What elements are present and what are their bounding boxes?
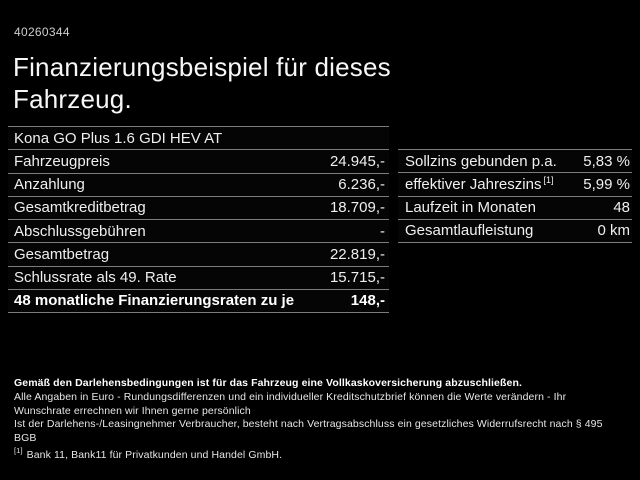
row-label: effektiver Jahreszins [1] <box>405 174 554 193</box>
bank-footnote: [1] Bank 11, Bank11 für Privatkunden und … <box>14 446 626 463</box>
conditions-table: Sollzins gebunden p.a. 5,83 % effektiver… <box>398 149 632 243</box>
row-label: Abschlussgebühren <box>14 222 146 240</box>
table-row-fahrzeugpreis: Fahrzeugpreis 24.945,- <box>8 149 389 173</box>
row-value: 18.709,- <box>329 199 385 217</box>
row-label: 48 monatliche Finanzierungsraten zu je <box>14 292 295 310</box>
page-title-line2: Fahrzeug. <box>13 84 132 114</box>
row-label: Anzahlung <box>14 176 85 194</box>
row-value: 22.819,- <box>329 245 385 263</box>
table-row-gesamtkreditbetrag: Gesamtkreditbetrag 18.709,- <box>8 195 389 219</box>
row-label: Gesamtbetrag <box>14 245 110 263</box>
row-label: Sollzins gebunden p.a. <box>405 152 557 170</box>
disclaimer-line2: Ist der Darlehens-/Leasingnehmer Verbrau… <box>14 418 603 445</box>
row-label: Gesamtlaufleistung <box>405 222 534 240</box>
table-row-gesamtlaufleistung: Gesamtlaufleistung 0 km <box>398 218 632 242</box>
row-label: Schlussrate als 49. Rate <box>14 269 177 287</box>
footnote-marker: [1] <box>14 446 23 456</box>
table-row-anzahlung: Anzahlung 6.236,- <box>8 172 389 196</box>
row-label: Laufzeit in Monaten <box>405 199 536 217</box>
row-label: Fahrzeugpreis <box>14 152 110 170</box>
document-number: 40260344 <box>14 25 70 39</box>
insurance-note: Gemäß den Darlehensbedingungen ist für d… <box>14 377 522 389</box>
table-row-schlussrate: Schlussrate als 49. Rate 15.715,- <box>8 265 389 289</box>
table-row-sollzins: Sollzins gebunden p.a. 5,83 % <box>398 149 632 173</box>
table-row-gesamtbetrag: Gesamtbetrag 22.819,- <box>8 242 389 266</box>
row-value: 0 km <box>597 222 630 240</box>
vehicle-name-row: Kona GO Plus 1.6 GDI HEV AT <box>8 126 389 150</box>
row-label: Gesamtkreditbetrag <box>14 199 146 217</box>
row-value: 24.945,- <box>329 152 385 170</box>
row-value: 5,83 % <box>583 152 630 170</box>
vehicle-name: Kona GO Plus 1.6 GDI HEV AT <box>14 129 223 147</box>
legal-notes: Gemäß den Darlehensbedingungen ist für d… <box>14 377 626 463</box>
disclaimer-line1: Alle Angaben in Euro - Rundungsdifferenz… <box>14 390 567 417</box>
row-value: 5,99 % <box>583 175 630 193</box>
table-row-monatsrate: 48 monatliche Finanzierungsraten zu je 1… <box>8 288 389 312</box>
row-value: - <box>380 222 385 240</box>
page-title: Finanzierungsbeispiel für dieses Fahrzeu… <box>13 51 391 115</box>
footnote-ref: [1] <box>543 174 554 185</box>
finance-table: Kona GO Plus 1.6 GDI HEV AT Fahrzeugprei… <box>8 126 389 313</box>
page-title-line1: Finanzierungsbeispiel für dieses <box>13 52 391 82</box>
row-value: 6.236,- <box>338 176 385 194</box>
footnote-text: Bank 11, Bank11 für Privatkunden und Han… <box>26 448 283 461</box>
table-row-laufzeit: Laufzeit in Monaten 48 <box>398 195 632 219</box>
table-row-abschlussgebuehren: Abschlussgebühren - <box>8 219 389 243</box>
table-row-effektiver-jahreszins: effektiver Jahreszins [1] 5,99 % <box>398 172 632 196</box>
row-value: 15.715,- <box>329 269 385 287</box>
row-value: 148,- <box>350 292 385 310</box>
row-value: 48 <box>613 199 630 217</box>
